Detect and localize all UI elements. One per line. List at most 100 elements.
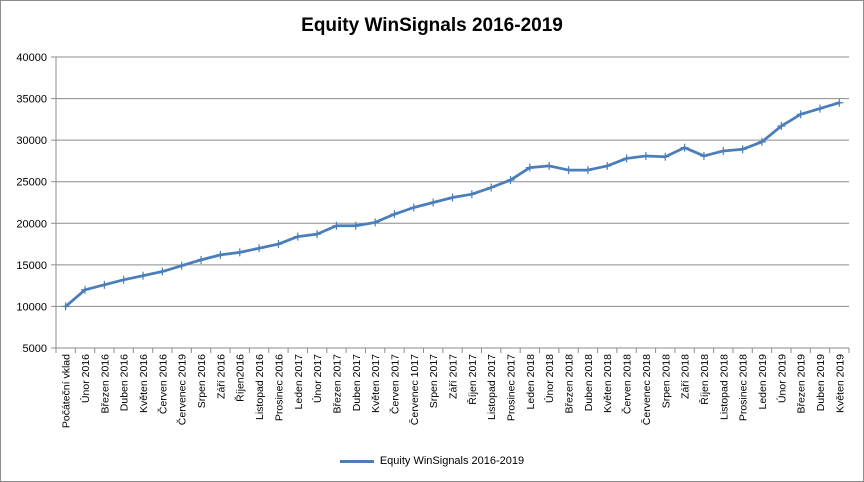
x-tick-label: Březen 2016 — [99, 354, 111, 414]
data-point — [603, 161, 612, 170]
data-point — [699, 151, 708, 160]
y-tick-label: 30000 — [16, 135, 47, 147]
y-tick-label: 20000 — [16, 218, 47, 230]
x-tick-label: Únor 2016 — [79, 354, 92, 403]
x-tick-label: Duben 2019 — [815, 354, 827, 411]
x-tick-label: Listopad 2016 — [254, 354, 266, 420]
data-point — [622, 154, 631, 163]
data-point — [545, 161, 554, 170]
x-tick-label: Počáteční vklad — [61, 354, 73, 428]
data-point — [197, 255, 206, 264]
y-tick-label: 35000 — [16, 94, 47, 106]
x-tick-label: Září 2018 — [680, 354, 692, 399]
x-tick-label: Leden 2017 — [293, 354, 305, 410]
x-tick-label: Červenec 2018 — [640, 354, 653, 425]
x-tick-label: Červenec 2019 — [176, 354, 189, 425]
y-tick-label: 40000 — [16, 52, 47, 64]
x-tick-label: Srpen 2017 — [428, 354, 440, 408]
data-point — [680, 143, 689, 152]
x-tick-label: Květen 2019 — [834, 354, 846, 413]
data-point — [429, 198, 438, 207]
axes — [51, 56, 850, 353]
x-tick-label: Srpen 2018 — [660, 354, 672, 408]
x-tick-label: Červen 2017 — [388, 354, 401, 414]
x-tick-label: Květen 2016 — [138, 354, 150, 413]
x-tick-label: Duben 2017 — [351, 354, 363, 411]
data-point — [100, 280, 109, 289]
x-tick-labels: Počáteční vklad Únor 2016 Březen 2016 Duben… — [61, 354, 847, 428]
x-tick-label: Září 2017 — [448, 354, 460, 399]
data-point — [796, 110, 805, 119]
x-tick-label: Září 2016 — [215, 354, 227, 399]
data-point — [409, 203, 418, 212]
gridlines — [56, 56, 849, 307]
data-point — [293, 232, 302, 241]
x-tick-label: Červen 2018 — [621, 354, 634, 414]
data-point — [216, 250, 225, 259]
data-point — [274, 240, 283, 249]
x-tick-label: Červen 2016 — [156, 354, 169, 414]
data-point — [525, 163, 534, 172]
x-tick-label: Srpen 2016 — [196, 354, 208, 408]
x-tick-label: Březen 2017 — [331, 354, 343, 414]
legend-swatch — [339, 459, 374, 463]
x-tick-label: Duben 2016 — [119, 354, 131, 411]
data-point — [467, 190, 476, 199]
data-point — [777, 122, 786, 131]
series-layer — [61, 98, 844, 311]
data-point — [158, 267, 167, 276]
data-point — [177, 261, 186, 270]
x-tick-label: Únor 2019 — [775, 354, 788, 403]
x-tick-label: Březen 2018 — [564, 354, 576, 414]
data-point — [757, 137, 766, 146]
x-tick-label: Říjen2016 — [234, 354, 247, 402]
data-point — [487, 183, 496, 192]
x-tick-label: Únor 2018 — [543, 354, 556, 403]
data-point — [61, 302, 70, 311]
data-point — [641, 151, 650, 160]
x-tick-label: Březen 2019 — [796, 354, 808, 414]
data-point — [506, 176, 515, 185]
data-point — [564, 166, 573, 175]
data-point — [835, 98, 844, 107]
data-point — [332, 221, 341, 230]
data-point — [815, 104, 824, 113]
x-tick-label: Leden 2018 — [525, 354, 537, 410]
x-tick-label: Duben 2018 — [583, 354, 595, 411]
data-point — [313, 230, 322, 239]
x-tick-label: Prosinec 2016 — [273, 354, 285, 421]
data-point — [661, 152, 670, 161]
legend-label: Equity WinSignals 2016-2019 — [379, 455, 525, 467]
y-tick-label: 5000 — [23, 343, 47, 355]
x-tick-label: Listopad 2017 — [486, 354, 498, 420]
x-tick-label: Únor 2017 — [311, 354, 324, 403]
x-tick-label: Leden 2019 — [757, 354, 769, 410]
x-tick-label: Červenec 1017 — [408, 354, 421, 425]
x-tick-label: Říjen 2018 — [698, 354, 711, 405]
data-point — [448, 193, 457, 202]
data-point — [81, 285, 90, 294]
x-tick-label: Květen 2017 — [370, 354, 382, 413]
data-point — [119, 275, 128, 284]
y-tick-label: 15000 — [16, 260, 47, 272]
data-point — [371, 218, 380, 227]
data-point — [719, 146, 728, 155]
legend: Equity WinSignals 2016-2019 — [1, 455, 863, 467]
x-tick-label: Listopad 2018 — [718, 354, 730, 420]
data-point — [351, 221, 360, 230]
data-point — [390, 210, 399, 219]
data-point — [235, 248, 244, 257]
data-point — [738, 145, 747, 154]
y-tick-labels: 5000 10000 15000 20000 25000 30000 35000 40000 — [16, 52, 47, 355]
y-tick-label: 25000 — [16, 177, 47, 189]
chart-title: Equity WinSignals 2016-2019 — [301, 15, 563, 36]
series-line — [64, 101, 841, 308]
y-tick-label: 10000 — [16, 301, 47, 313]
x-tick-label: Květen 2018 — [602, 354, 614, 413]
x-tick-label: Prosinec 2018 — [738, 354, 750, 421]
x-tick-label: Říjen 2017 — [466, 354, 479, 405]
data-point — [139, 271, 148, 280]
data-point — [255, 244, 264, 253]
